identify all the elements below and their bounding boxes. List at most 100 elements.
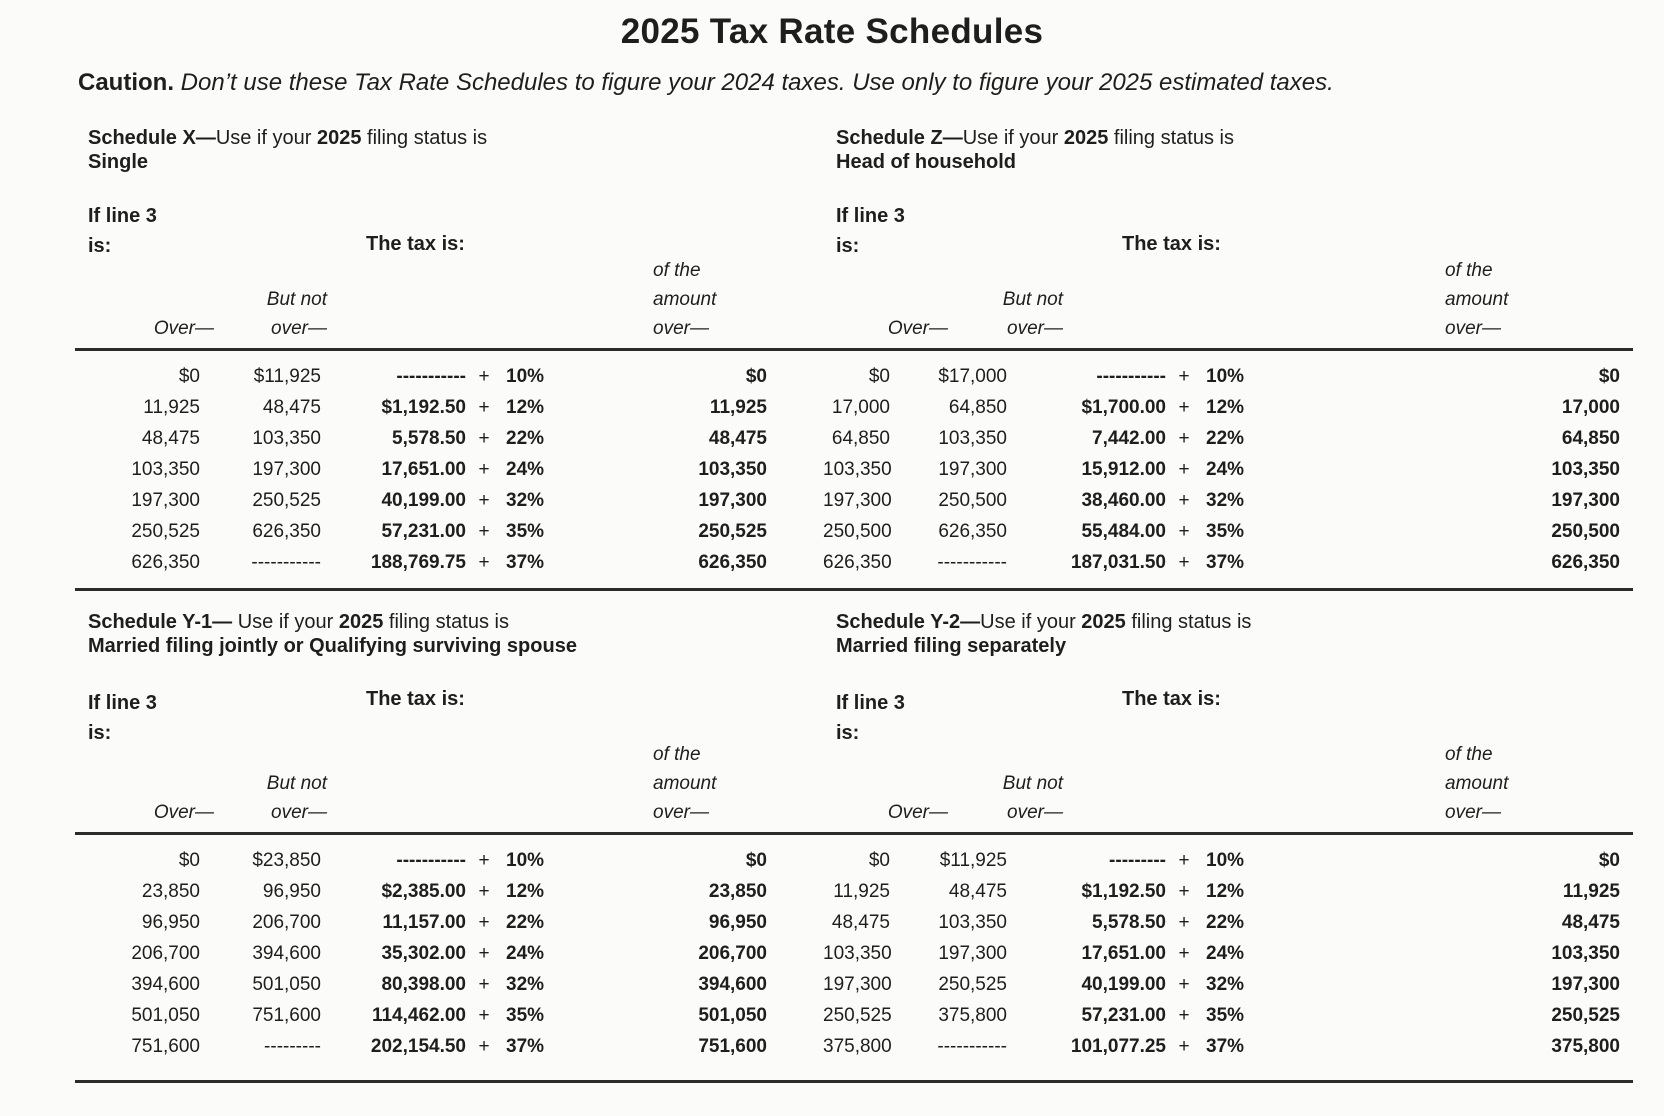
of-amount-over-cell: 23,850 — [708, 880, 767, 902]
over-amount-cell: 96,950 — [141, 911, 200, 933]
plus-sign: + — [478, 489, 490, 511]
tax-bracket-row: $0 $23,850 ----------- + 10% $0 — [75, 834, 823, 877]
if-line-3-label: If line 3 is: — [836, 692, 905, 744]
but-not-over-amount-cell: 250,500 — [938, 489, 1007, 511]
tax-bracket-row: 197,300 250,525 40,199.00 + 32% 197,300 — [75, 485, 823, 516]
of-amount-over-cell: 626,350 — [698, 551, 767, 573]
plus-sign: + — [1178, 427, 1190, 449]
over-amount-cell: 250,525 — [823, 1004, 892, 1026]
base-tax-cell: 7,442.00 — [1092, 427, 1166, 449]
of-amount-over-cell: $0 — [745, 849, 767, 871]
tax-rate-cell: 12% — [1206, 880, 1245, 902]
schedule-title: Schedule X—Use if your 2025 filing statu… — [88, 127, 488, 149]
plus-sign: + — [478, 520, 490, 542]
over-amount-cell: 48,475 — [141, 427, 200, 449]
of-amount-over-column-header: of the amount over— — [653, 260, 717, 339]
schedule-title: Schedule Z—Use if your 2025 filing statu… — [836, 127, 1234, 149]
schedule-z-panel: Schedule Z—Use if your 2025 filing statu… — [823, 121, 1633, 588]
but-not-over-amount-cell: 250,525 — [938, 973, 1007, 995]
but-not-over-column-header: But not over— — [266, 773, 327, 823]
tax-bracket-row: 626,350 ----------- 188,769.75 + 37% 626… — [75, 547, 823, 578]
base-tax-cell: --------- — [1109, 849, 1166, 871]
of-amount-over-cell: 103,350 — [1551, 458, 1620, 480]
but-not-over-amount-cell: 375,800 — [938, 1004, 1007, 1026]
plus-sign: + — [1178, 396, 1190, 418]
of-amount-over-cell: 11,925 — [1562, 880, 1620, 902]
plus-sign: + — [478, 973, 490, 995]
over-amount-cell: 375,800 — [823, 1035, 892, 1057]
of-amount-over-cell: 197,300 — [1551, 489, 1620, 511]
tax-bracket-row: 103,350 197,300 17,651.00 + 24% 103,350 — [823, 938, 1633, 969]
over-amount-cell: 751,600 — [131, 1035, 200, 1057]
plus-sign: + — [478, 396, 490, 418]
but-not-over-amount-cell: 394,600 — [252, 942, 321, 964]
tax-bracket-row: 17,000 64,850 $1,700.00 + 12% 17,000 — [823, 392, 1633, 423]
of-amount-over-cell: 48,475 — [708, 427, 767, 449]
tax-rate-cell: 10% — [1206, 849, 1245, 871]
filing-status: Married filing jointly or Qualifying sur… — [88, 635, 577, 657]
but-not-over-amount-cell: 48,475 — [948, 880, 1007, 902]
but-not-over-amount-cell: ----------- — [251, 551, 321, 573]
base-tax-cell: 5,578.50 — [1092, 911, 1166, 933]
schedule-x-table: Schedule X—Use if your 2025 filing statu… — [75, 121, 823, 578]
tax-bracket-row: $0 $17,000 ----------- + 10% $0 — [823, 350, 1633, 393]
base-tax-cell: 38,460.00 — [1081, 489, 1166, 511]
schedule-y1-table: Schedule Y-1— Use if your 2025 filing st… — [75, 591, 823, 1062]
plus-sign: + — [478, 458, 490, 480]
over-column-header: Over— — [153, 318, 214, 339]
base-tax-cell: 40,199.00 — [1081, 973, 1166, 995]
tax-year: 2025 — [1063, 127, 1109, 149]
caution-label: Caution. — [78, 69, 174, 96]
base-tax-cell: 5,578.50 — [392, 427, 466, 449]
plus-sign: + — [1178, 1004, 1190, 1026]
tax-bracket-row: 501,050 751,600 114,462.00 + 35% 501,050 — [75, 1000, 823, 1031]
over-column-header: Over— — [887, 318, 948, 339]
of-amount-over-cell: 394,600 — [698, 973, 767, 995]
schedule-y2-header: Schedule Y-2—Use if your 2025 filing sta… — [823, 591, 1633, 835]
but-not-over-amount-cell: $11,925 — [939, 849, 1007, 871]
base-tax-cell: 55,484.00 — [1081, 520, 1166, 542]
schedule-name: Schedule X— — [88, 127, 216, 149]
of-amount-over-cell: 250,525 — [1551, 1004, 1620, 1026]
base-tax-cell: 202,154.50 — [370, 1035, 466, 1057]
base-tax-cell: 57,231.00 — [381, 520, 466, 542]
schedules-row-top: Schedule X—Use if your 2025 filing statu… — [75, 121, 1633, 591]
base-tax-cell: ----------- — [396, 365, 466, 387]
tax-rate-cell: 10% — [506, 365, 545, 387]
of-amount-over-cell: 206,700 — [698, 942, 767, 964]
over-amount-cell: 626,350 — [823, 551, 892, 573]
but-not-over-amount-cell: $11,925 — [253, 365, 321, 387]
schedules-row-bottom: Schedule Y-1— Use if your 2025 filing st… — [75, 591, 1633, 1083]
tax-rate-cell: 37% — [1206, 551, 1245, 573]
of-amount-over-cell: 103,350 — [698, 458, 767, 480]
tax-bracket-row: $0 $11,925 ----------- + 10% $0 — [75, 350, 823, 393]
tax-rate-cell: 10% — [506, 849, 545, 871]
over-amount-cell: 250,500 — [823, 520, 892, 542]
tax-year: 2025 — [1081, 611, 1126, 633]
plus-sign: + — [478, 1004, 490, 1026]
tax-bracket-row: 96,950 206,700 11,157.00 + 22% 96,950 — [75, 907, 823, 938]
schedule-z-header: Schedule Z—Use if your 2025 filing statu… — [823, 121, 1633, 351]
over-amount-cell: $0 — [868, 365, 890, 387]
plus-sign: + — [478, 551, 490, 573]
plus-sign: + — [1178, 520, 1190, 542]
but-not-over-amount-cell: 626,350 — [938, 520, 1007, 542]
base-tax-cell: $2,385.00 — [381, 880, 466, 902]
but-not-over-amount-cell: 197,300 — [252, 458, 321, 480]
of-amount-over-column-header: of the amount over— — [1445, 744, 1509, 823]
plus-sign: + — [1178, 551, 1190, 573]
tax-rate-cell: 22% — [1206, 427, 1245, 449]
but-not-over-amount-cell: $17,000 — [938, 365, 1007, 387]
tax-rate-cell: 37% — [506, 1035, 545, 1057]
tax-rate-cell: 32% — [1206, 973, 1245, 995]
plus-sign: + — [478, 849, 490, 871]
of-amount-over-cell: 375,800 — [1551, 1035, 1620, 1057]
tax-rate-cell: 22% — [506, 911, 545, 933]
but-not-over-amount-cell: $23,850 — [252, 849, 321, 871]
tax-bracket-row: 103,350 197,300 15,912.00 + 24% 103,350 — [823, 454, 1633, 485]
base-tax-cell: ----------- — [396, 849, 466, 871]
over-amount-cell: 626,350 — [131, 551, 200, 573]
over-column-header: Over— — [153, 802, 214, 823]
tax-rate-cell: 12% — [506, 880, 545, 902]
